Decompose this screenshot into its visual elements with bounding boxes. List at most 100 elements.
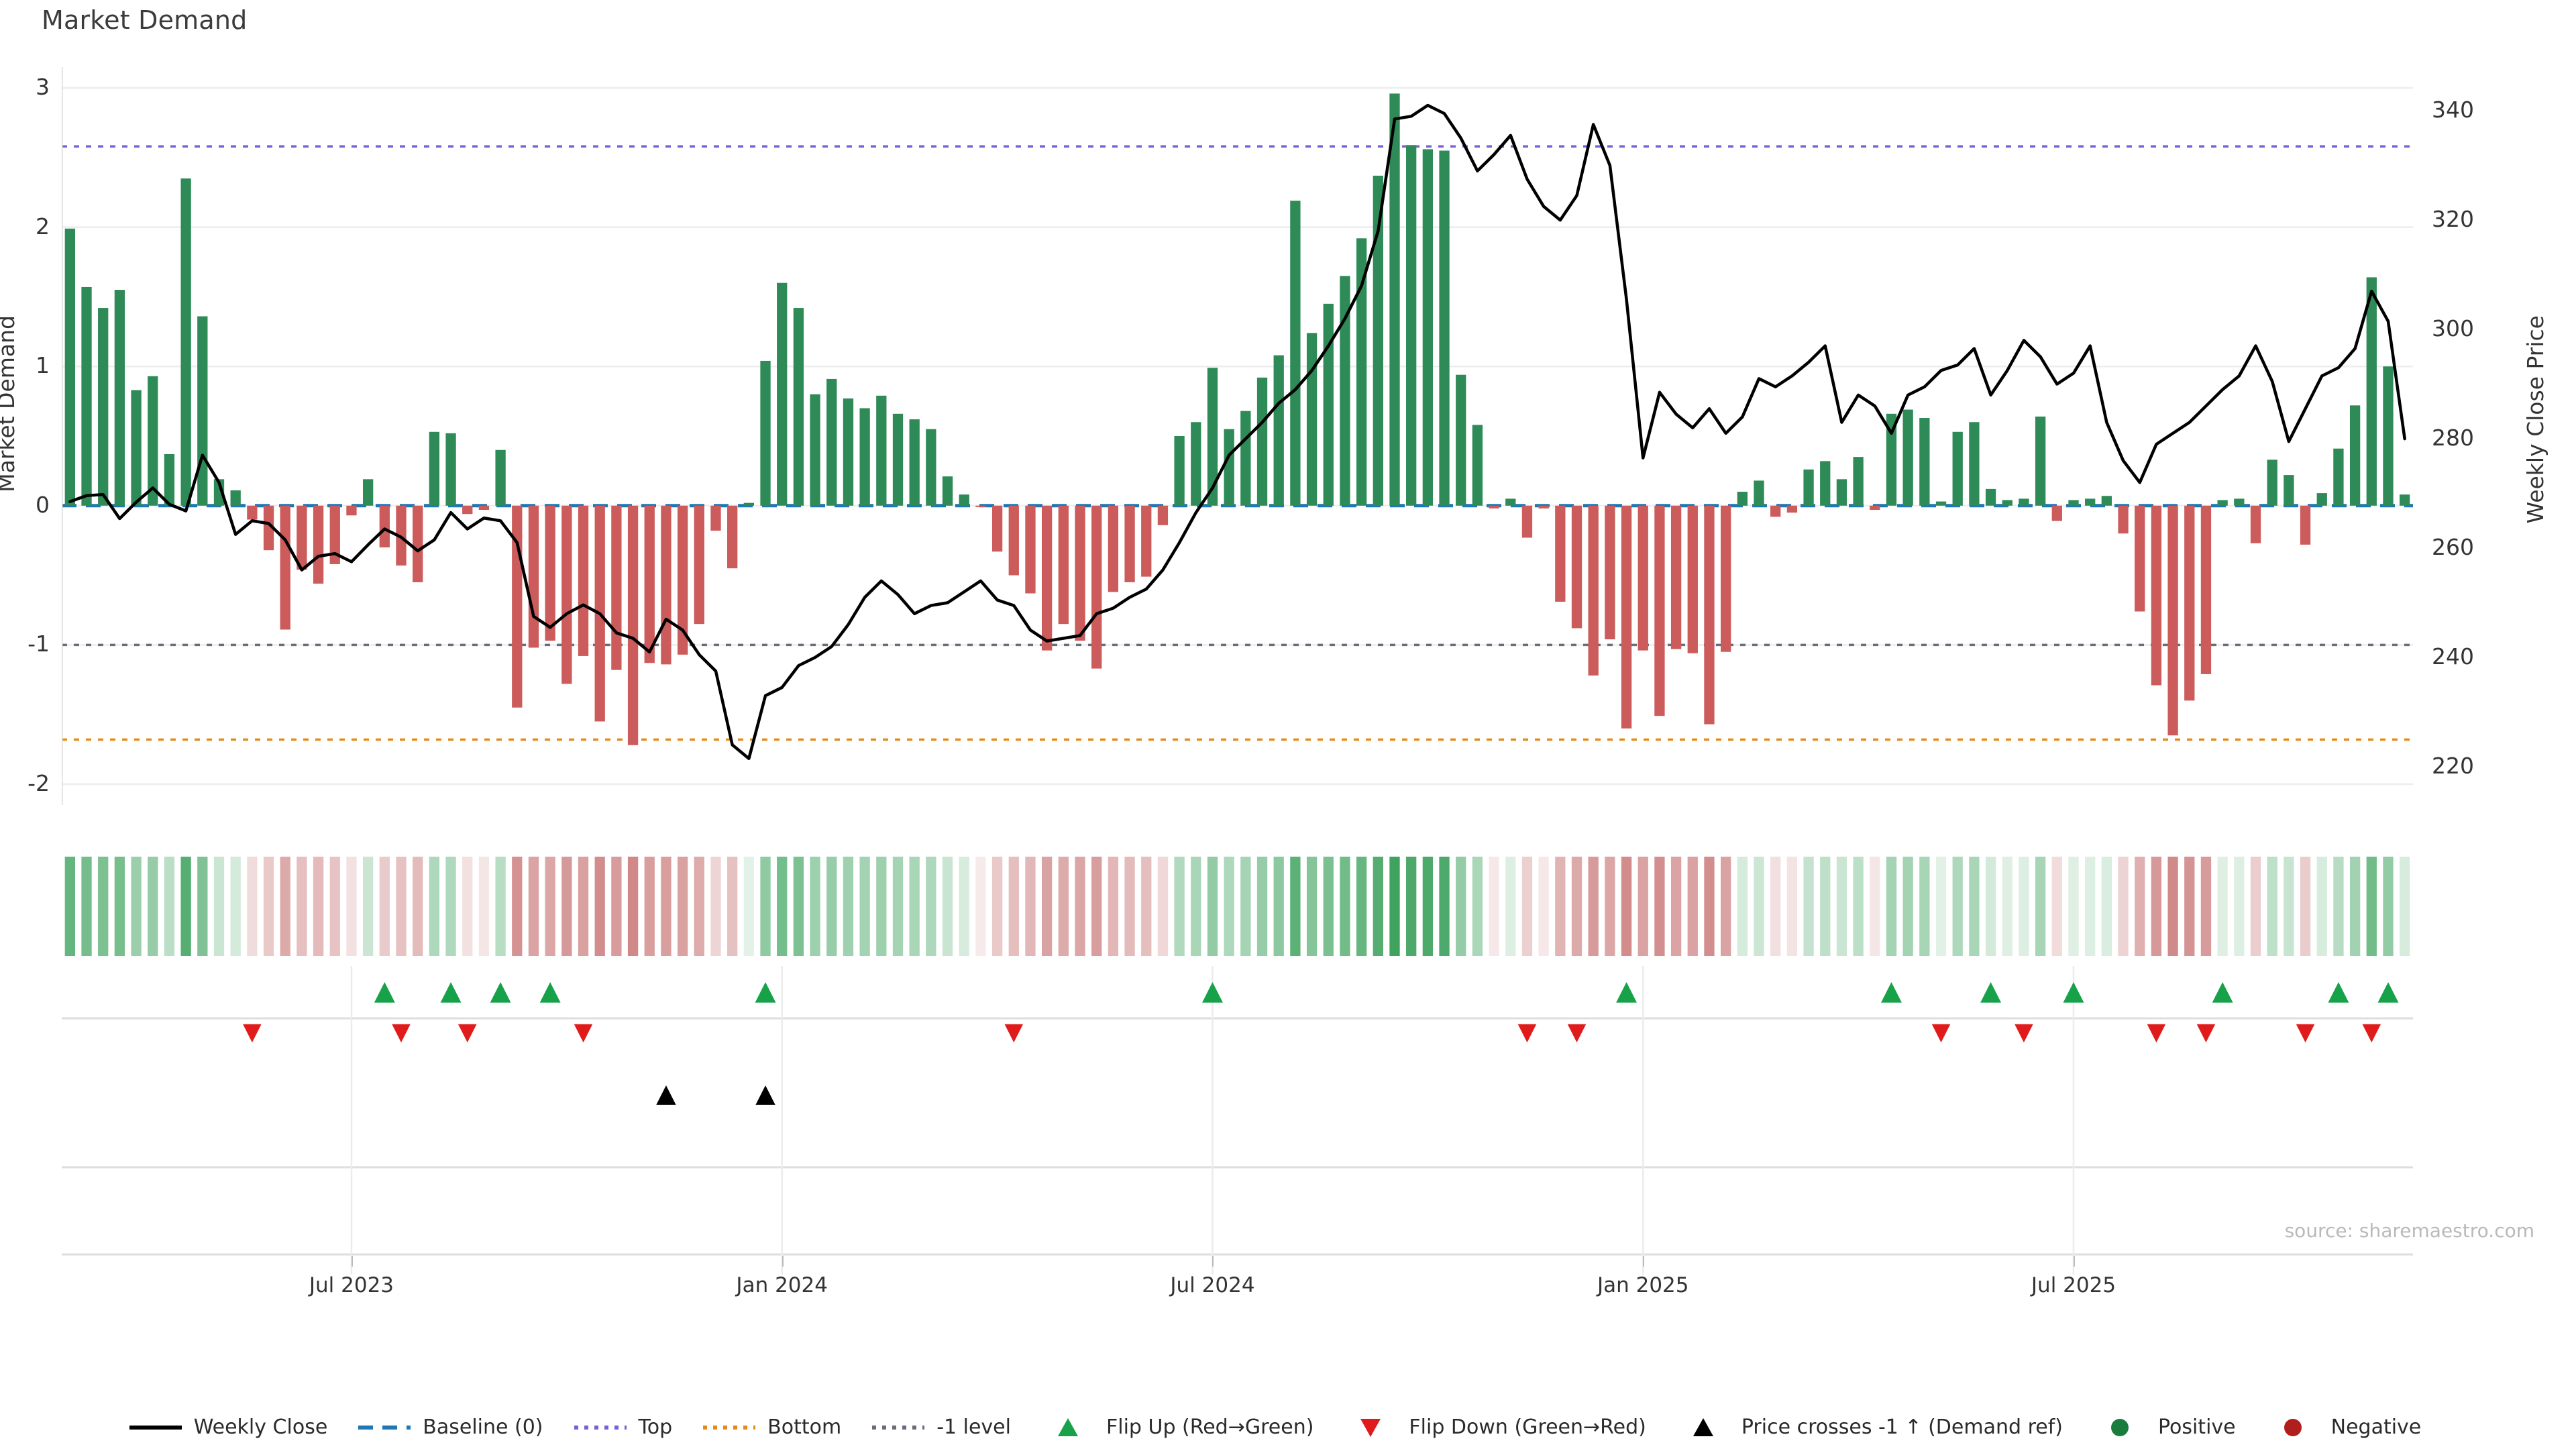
demand-bar — [1521, 505, 1533, 538]
legend-item[interactable]: Weekly Close — [127, 1415, 328, 1439]
demand-bar — [1654, 505, 1665, 716]
demand-bar — [2284, 475, 2294, 506]
heat-cell — [131, 857, 142, 956]
line-dotted-icon — [572, 1416, 629, 1439]
line-dotted-icon — [869, 1416, 927, 1439]
demand-bar — [1786, 505, 1798, 513]
heat-cell — [876, 857, 887, 956]
heat-cell — [362, 857, 374, 956]
heat-cell — [1670, 857, 1682, 956]
demand-bar — [1373, 175, 1383, 506]
y-axis-left-tick: 2 — [36, 213, 50, 239]
triangle-up-icon — [1039, 1416, 1097, 1439]
demand-bar — [1323, 303, 1334, 506]
heat-cell — [594, 857, 605, 956]
heat-cell — [1141, 857, 1152, 956]
demand-bar — [64, 228, 75, 506]
legend-item[interactable]: Baseline (0) — [356, 1415, 543, 1439]
flip-down-marker — [2296, 1024, 2315, 1042]
heat-cell — [2035, 857, 2046, 956]
demand-bar — [2234, 498, 2245, 506]
demand-bar — [1472, 425, 1483, 506]
heat-cell — [760, 857, 771, 956]
demand-bar — [1174, 436, 1185, 506]
heat-strip-svg — [64, 857, 2410, 956]
legend-item[interactable]: Top — [572, 1415, 673, 1439]
demand-bar — [2151, 505, 2162, 686]
heat-cell — [1008, 857, 1019, 956]
legend-label: Weekly Close — [193, 1415, 328, 1439]
demand-bar — [1935, 501, 1947, 506]
demand-bar — [2400, 494, 2410, 506]
y-axis-right-tick: 280 — [2432, 425, 2474, 451]
y-axis-left-tick: -2 — [28, 769, 50, 796]
heat-cell — [810, 857, 820, 956]
legend-item[interactable]: -1 level — [869, 1415, 1011, 1439]
heat-cell — [942, 857, 953, 956]
demand-bar — [1820, 461, 1831, 506]
demand-bar — [1704, 505, 1715, 724]
demand-bar — [1124, 505, 1135, 582]
demand-bar — [1952, 431, 1963, 506]
heat-cell — [1207, 857, 1218, 956]
flip-up-marker — [2328, 982, 2349, 1003]
heat-cell — [2267, 857, 2277, 956]
heat-cell — [892, 857, 904, 956]
demand-bar — [942, 476, 953, 506]
x-axis-tick: Jan 2025 — [1597, 1273, 1689, 1297]
legend-item[interactable]: Bottom — [700, 1415, 841, 1439]
demand-bar — [2366, 277, 2377, 506]
legend-item[interactable]: Negative — [2264, 1415, 2421, 1439]
heat-cell — [495, 857, 506, 956]
heat-cell — [64, 857, 75, 956]
heat-cell — [1273, 857, 1284, 956]
main-chart-panel: 3 2 1 0 -1 -2 340 320 300 280 260 240 220 — [28, 67, 2474, 805]
triangle-down-icon — [1342, 1416, 1399, 1439]
demand-bar — [1538, 505, 1549, 508]
demand-bar — [230, 490, 241, 506]
y-axis-right-label: Weekly Close Price — [2522, 315, 2548, 524]
demand-bar — [1191, 422, 1201, 506]
demand-bar — [1505, 498, 1516, 506]
triangle-up-icon — [1674, 1416, 1732, 1439]
demand-bar — [793, 308, 804, 506]
legend-item[interactable]: Price crosses -1 ↑ (Demand ref) — [1674, 1415, 2063, 1439]
legend-item[interactable]: Flip Down (Green→Red) — [1342, 1415, 1646, 1439]
demand-bar — [1256, 377, 1268, 506]
heat-cell — [1654, 857, 1665, 956]
demand-bar — [2300, 505, 2311, 545]
y-axis-right-tick: 260 — [2432, 534, 2474, 561]
x-axis-tick: Jul 2024 — [1170, 1273, 1255, 1297]
demand-bar — [710, 505, 721, 531]
demand-bar — [1588, 505, 1599, 676]
heat-cell — [926, 857, 936, 956]
demand-intensity-strip — [62, 857, 2413, 961]
x-axis-tick-mark — [1212, 1256, 1214, 1267]
x-axis-tick-mark — [1643, 1256, 1645, 1267]
demand-bar — [2035, 416, 2046, 506]
legend-label: Top — [638, 1415, 673, 1439]
demand-bar — [1008, 505, 1019, 576]
page-title: Market Demand — [42, 5, 248, 35]
flip-down-marker — [1567, 1024, 1587, 1042]
demand-bar — [892, 413, 904, 506]
heat-cell — [1952, 857, 1963, 956]
heat-cell — [1224, 857, 1234, 956]
y-axis-right-tick: 320 — [2432, 206, 2474, 233]
price-cross-marker — [755, 1085, 775, 1105]
heat-cell — [1770, 857, 1781, 956]
demand-bar — [810, 394, 820, 506]
demand-bar — [1157, 505, 1169, 525]
legend-item[interactable]: Flip Up (Red→Green) — [1039, 1415, 1313, 1439]
heat-cell — [561, 857, 572, 956]
flip-up-marker — [2063, 982, 2084, 1003]
demand-bar — [362, 479, 374, 506]
heat-cell — [2349, 857, 2361, 956]
heat-cell — [1870, 857, 1880, 956]
legend-item[interactable]: Positive — [2091, 1415, 2236, 1439]
demand-bar — [1406, 145, 1417, 506]
demand-bar — [1836, 479, 1847, 506]
demand-bar — [2068, 500, 2079, 506]
demand-bar — [164, 453, 175, 506]
legend-label: Baseline (0) — [423, 1415, 543, 1439]
